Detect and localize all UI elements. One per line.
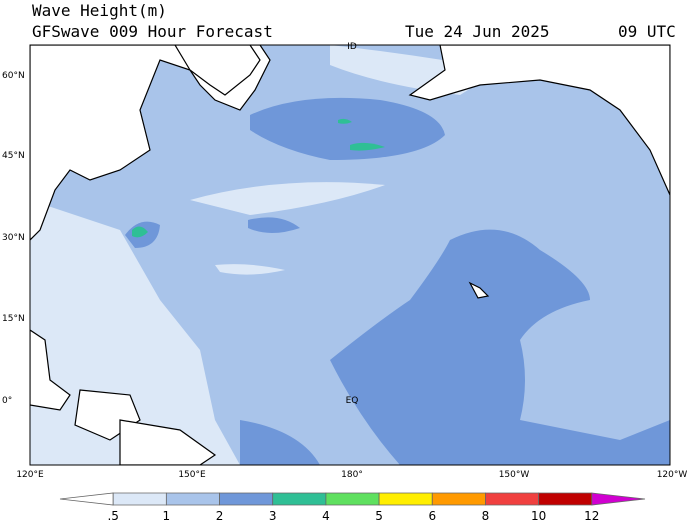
lat-label: 15°N bbox=[2, 314, 25, 324]
lat-label: 0° bbox=[2, 396, 12, 406]
annotation: EQ bbox=[346, 396, 359, 406]
colorbar-segment bbox=[325, 492, 380, 506]
lat-label: 45°N bbox=[2, 151, 25, 161]
colorbar-segment bbox=[219, 492, 274, 506]
colorbar-label: 2 bbox=[216, 509, 224, 523]
colorbar-segment bbox=[165, 492, 220, 506]
colorbar-label: 3 bbox=[269, 509, 277, 523]
colorbar-label: 8 bbox=[482, 509, 490, 523]
colorbar-segment bbox=[272, 492, 327, 506]
colorbar-segment bbox=[538, 492, 593, 506]
colorbar-segment bbox=[485, 492, 540, 506]
colorbar-label: .5 bbox=[107, 509, 118, 523]
lon-label: 150°W bbox=[499, 470, 530, 480]
colorbar-label: 1 bbox=[163, 509, 171, 523]
colorbar-segment bbox=[112, 492, 167, 506]
time: 09 UTC bbox=[618, 22, 676, 41]
colorbar-label: 6 bbox=[428, 509, 436, 523]
colorbar-label: 4 bbox=[322, 509, 330, 523]
annotation: ID bbox=[347, 42, 357, 52]
colorbar-segment bbox=[431, 492, 486, 506]
colorbar-segment bbox=[378, 492, 433, 506]
lon-label: 120°W bbox=[657, 470, 688, 480]
colorbar-label: 5 bbox=[375, 509, 383, 523]
lat-label: 60°N bbox=[2, 71, 25, 81]
colorbar-segment bbox=[59, 492, 114, 506]
colorbar-label: 10 bbox=[531, 509, 546, 523]
colorbar-label: 12 bbox=[584, 509, 599, 523]
subtitle: GFSwave 009 Hour Forecast bbox=[32, 22, 273, 41]
lat-label: 30°N bbox=[2, 233, 25, 243]
title: Wave Height(m) bbox=[32, 1, 167, 20]
lon-label: 150°E bbox=[178, 470, 206, 480]
lon-label: 180° bbox=[341, 470, 363, 480]
map bbox=[29, 44, 671, 466]
colorbar-segment bbox=[591, 492, 646, 506]
date: Tue 24 Jun 2025 bbox=[405, 22, 550, 41]
lon-label: 120°E bbox=[16, 470, 44, 480]
